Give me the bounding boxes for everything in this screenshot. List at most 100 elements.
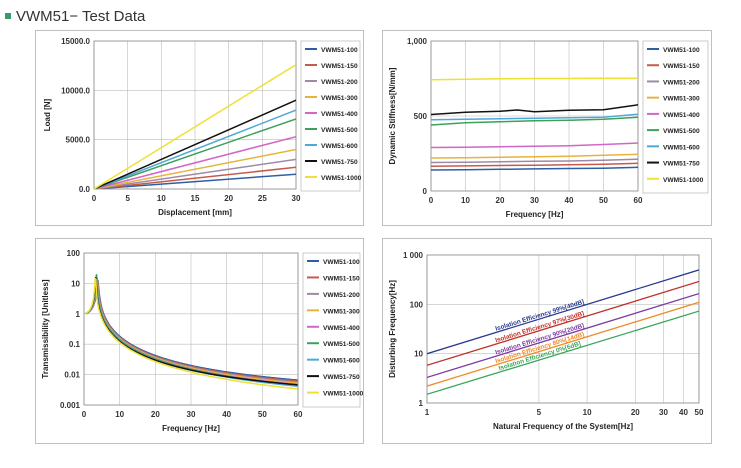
- series-line-vwm51-150: [85, 279, 298, 382]
- load-chart-panel: 0 5 10 15 20 25 30 0.0 5000.0 10000.0 15000.0 Displ…: [35, 30, 364, 226]
- x-tick-label: 30: [187, 410, 196, 419]
- y-tick-label: 10000.0: [61, 86, 90, 95]
- series-group: [85, 274, 298, 390]
- legend-label: VWM51-150: [323, 275, 360, 282]
- y-tick-label: 1 000: [403, 251, 424, 260]
- y-tick-label: 1,000: [407, 37, 428, 46]
- y-tick-label: 0.001: [60, 401, 81, 410]
- x-tick-label: 30: [659, 408, 668, 417]
- x-tick-label: 1: [425, 408, 430, 417]
- x-tick-label: 10: [461, 196, 470, 205]
- series-line-vwm51-500: [431, 116, 638, 126]
- legend-label: VWM51-200: [323, 292, 360, 299]
- series-line-isolation-efficiency-99-40db-: [427, 269, 699, 355]
- page-header: VWM51− Test Data: [5, 4, 145, 28]
- series-line-vwm51-1000: [94, 64, 296, 189]
- x-tick-label: 10: [115, 410, 124, 419]
- series-line-vwm51-300: [431, 153, 638, 159]
- x-axis-title: Displacement [mm]: [158, 208, 232, 217]
- legend-label: VWM51-1000: [323, 391, 363, 398]
- load-chart: 0 5 10 15 20 25 30 0.0 5000.0 10000.0 15000.0 Displ…: [43, 37, 362, 217]
- series-line-vwm51-1000: [85, 277, 298, 390]
- series-line-vwm51-750: [94, 99, 296, 189]
- x-tick-label: 0: [82, 410, 87, 419]
- isolation-chart-panel: 1 5 10 20 30 40 50 1 10 100 1 000 Natural Frequency…: [382, 238, 712, 444]
- series-line-isolation-efficiency-90-20db-: [427, 292, 699, 379]
- legend-label: VWM51-150: [321, 63, 358, 70]
- isolation-efficiency-chart: 1 5 10 20 30 40 50 1 10 100 1 000 Natural Frequency…: [388, 251, 704, 431]
- legend-label: VWM51-600: [323, 358, 360, 365]
- x-tick-label: 60: [634, 196, 643, 205]
- y-tick-label: 100: [410, 300, 424, 309]
- x-tick-label: 50: [258, 410, 267, 419]
- series-line-vwm51-150: [431, 162, 638, 168]
- x-tick-label: 25: [258, 194, 267, 203]
- series-line-vwm51-400: [94, 135, 296, 189]
- x-axis-title: Natural Frequency of the System[Hz]: [493, 422, 633, 431]
- series-line-isolation-efficiency-0-6db-: [427, 310, 699, 395]
- series-line-vwm51-300: [85, 279, 298, 384]
- legend-box: [302, 252, 361, 408]
- y-tick-label: 10: [414, 350, 423, 359]
- legend-label: VWM51-100: [321, 47, 358, 54]
- y-tick-label: 0.01: [64, 371, 80, 380]
- x-tick-label: 15: [191, 194, 200, 203]
- legend-label: VWM51-600: [663, 144, 700, 151]
- legend-label: VWM51-750: [321, 159, 358, 166]
- y-tick-label: 15000.0: [61, 37, 90, 46]
- y-tick-label: 10: [71, 279, 80, 288]
- series-line-vwm51-200: [431, 158, 638, 164]
- x-tick-label: 0: [92, 194, 97, 203]
- series-line-vwm51-400: [431, 142, 638, 149]
- x-axis-title: Frequency [Hz]: [506, 210, 564, 219]
- y-tick-label: 100: [67, 249, 81, 258]
- x-tick-label: 0: [429, 196, 434, 205]
- x-tick-label: 40: [222, 410, 231, 419]
- x-tick-label: 20: [496, 196, 505, 205]
- series-line-vwm51-300: [94, 148, 296, 189]
- x-tick-label: 50: [599, 196, 608, 205]
- legend-label: VWM51-300: [321, 95, 358, 102]
- y-tick-label: 0.0: [79, 185, 91, 194]
- x-tick-label: 10: [583, 408, 592, 417]
- legend-label: VWM51-750: [663, 161, 700, 168]
- legend-label: VWM51-750: [323, 374, 360, 381]
- series-line-vwm51-500: [94, 118, 296, 189]
- series-line-vwm51-750: [431, 104, 638, 116]
- y-axis-title: Disturbing Frequency[Hz]: [388, 280, 397, 378]
- plot-area-border: [83, 252, 299, 406]
- legend-label: VWM51-300: [323, 308, 360, 315]
- series-group: [431, 77, 638, 171]
- stiffness-chart-panel: 0 10 20 30 40 50 60 0 500 1,000 Frequency [Hz] Dyna…: [382, 30, 712, 226]
- plot-area-border: [426, 254, 700, 404]
- y-tick-label: 500: [414, 112, 428, 121]
- legend-label: VWM51-1000: [663, 177, 704, 184]
- x-tick-label: 30: [530, 196, 539, 205]
- y-tick-label: 0.1: [69, 340, 81, 349]
- series-line-vwm51-600: [431, 113, 638, 121]
- series-line-isolation-efficiency-97-30db-: [427, 280, 699, 366]
- x-tick-label: 20: [224, 194, 233, 203]
- series-line-vwm51-100: [94, 173, 296, 189]
- x-tick-label: 20: [631, 408, 640, 417]
- plot-area-border: [430, 40, 639, 192]
- legend-label: VWM51-500: [663, 128, 700, 135]
- x-tick-label: 5: [537, 408, 542, 417]
- series-line-vwm51-200: [85, 277, 298, 383]
- y-tick-label: 5000.0: [66, 136, 91, 145]
- y-axis-title: Transmissibility [Unitless]: [41, 279, 50, 378]
- x-tick-label: 20: [151, 410, 160, 419]
- y-axis-title: Dynamic Stiffness[N/mm]: [388, 67, 397, 164]
- x-tick-label: 10: [157, 194, 166, 203]
- x-axis-title: Frequency [Hz]: [162, 424, 220, 433]
- x-tick-label: 40: [565, 196, 574, 205]
- legend-label: VWM51-400: [321, 111, 358, 118]
- legend-label: VWM51-150: [663, 63, 700, 70]
- x-tick-label: 40: [679, 408, 688, 417]
- series-line-vwm51-750: [85, 277, 298, 386]
- legend-label: VWM51-200: [663, 79, 700, 86]
- page-title: VWM51− Test Data: [16, 7, 146, 25]
- legend-label: VWM51-600: [321, 143, 358, 150]
- series-line-isolation-efficiency-80-14db-: [427, 301, 699, 387]
- legend-label: VWM51-500: [323, 341, 360, 348]
